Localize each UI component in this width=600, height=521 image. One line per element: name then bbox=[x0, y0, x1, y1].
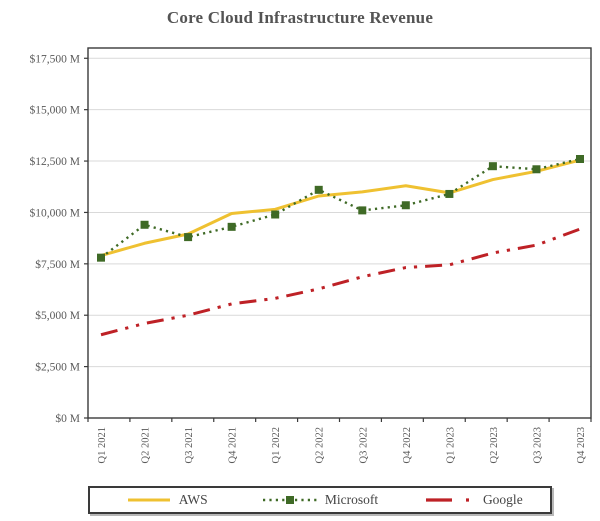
x-axis-label: Q1 2021 bbox=[97, 427, 108, 463]
microsoft-data-point-marker bbox=[314, 185, 323, 194]
microsoft-data-point-marker bbox=[488, 162, 497, 171]
x-axis-label: Q3 2023 bbox=[532, 427, 543, 463]
microsoft-data-point-marker bbox=[532, 165, 541, 174]
legend-label-microsoft: Microsoft bbox=[324, 492, 379, 507]
x-axis-label: Q4 2021 bbox=[228, 427, 239, 463]
y-axis-label: $10,000 M bbox=[30, 206, 80, 219]
x-axis-label: Q1 2022 bbox=[271, 427, 282, 463]
y-axis-label: $7,500 M bbox=[35, 258, 80, 271]
legend-entry-aws: AWS bbox=[90, 492, 243, 508]
google-dash-dot-line-swatch-icon bbox=[425, 498, 474, 502]
legend-entry-google: Google bbox=[397, 492, 550, 508]
microsoft-series-line bbox=[100, 157, 581, 259]
aws-series-line bbox=[99, 158, 582, 258]
y-axis-label: $15,000 M bbox=[30, 104, 80, 117]
legend-label-aws: AWS bbox=[178, 492, 208, 507]
x-axis-label: Q4 2023 bbox=[576, 427, 587, 463]
microsoft-data-point-marker bbox=[97, 253, 105, 262]
microsoft-data-point-marker bbox=[401, 201, 410, 210]
microsoft-data-point-marker bbox=[358, 206, 367, 215]
line-chart-plot-area: $0 M $2,500 M $5,000 M $7,500 M $10,000 M $12… bbox=[30, 47, 592, 463]
x-axis-label: Q4 2022 bbox=[402, 427, 413, 463]
y-axis-label: $12,500 M bbox=[30, 155, 80, 168]
chart-legend: AWS Microsoft Google bbox=[88, 486, 552, 514]
chart-title: Core Cloud Infrastructure Revenue bbox=[166, 8, 434, 27]
microsoft-dotted-line-swatch-icon bbox=[262, 496, 317, 504]
microsoft-data-point-marker bbox=[140, 220, 149, 229]
microsoft-data-point-marker bbox=[184, 233, 193, 242]
microsoft-data-point-marker bbox=[576, 155, 584, 163]
x-axis-label: Q3 2022 bbox=[358, 427, 369, 463]
y-axis-label: $5,000 M bbox=[35, 309, 80, 322]
aws-line-swatch-icon bbox=[127, 498, 170, 502]
x-axis-label: Q3 2021 bbox=[184, 427, 195, 463]
x-axis-label: Q2 2022 bbox=[315, 427, 326, 463]
plot-border bbox=[87, 47, 592, 419]
x-axis-label: Q2 2021 bbox=[141, 427, 152, 463]
microsoft-data-point-marker bbox=[445, 189, 454, 198]
legend-label-google: Google bbox=[482, 492, 523, 507]
x-axis-label: Q1 2023 bbox=[445, 427, 456, 463]
y-axis-label: $0 M bbox=[55, 412, 80, 425]
microsoft-data-point-marker bbox=[271, 210, 280, 219]
google-series-line bbox=[100, 227, 581, 337]
microsoft-data-point-marker bbox=[227, 222, 236, 231]
legend-entry-microsoft: Microsoft bbox=[243, 492, 396, 508]
y-axis-label: $2,500 M bbox=[35, 361, 80, 374]
x-axis-label: Q2 2023 bbox=[489, 427, 500, 463]
y-axis-label: $17,500 M bbox=[30, 52, 80, 65]
